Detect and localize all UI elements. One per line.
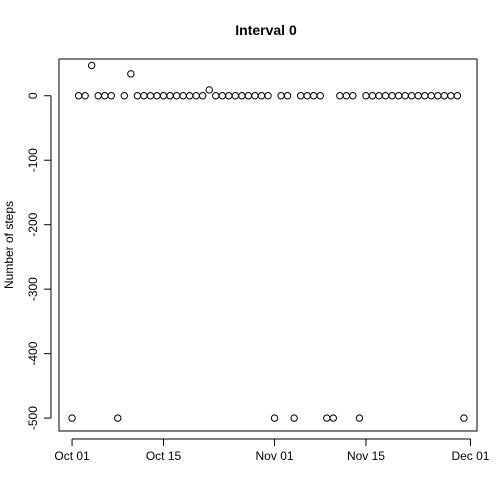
data-point — [290, 414, 298, 422]
data-point — [310, 92, 318, 100]
data-point — [133, 92, 142, 100]
y-tick-label: -200 — [26, 212, 40, 236]
data-point — [368, 92, 377, 100]
data-point — [349, 92, 357, 100]
data-point — [179, 92, 187, 100]
data-point — [218, 92, 226, 100]
data-point — [87, 61, 96, 70]
data-point — [323, 414, 331, 422]
data-point — [74, 92, 83, 100]
data-point — [375, 92, 383, 100]
data-point — [244, 92, 253, 100]
data-point — [140, 92, 148, 100]
y-tick-label: -500 — [26, 406, 40, 430]
data-point — [316, 92, 324, 100]
data-point — [225, 92, 233, 100]
data-point — [81, 92, 89, 100]
data-point — [205, 86, 213, 94]
data-point — [120, 92, 129, 100]
data-point — [329, 414, 338, 422]
data-point — [270, 414, 279, 422]
data-point — [192, 92, 200, 100]
data-point — [414, 92, 422, 100]
data-point — [447, 92, 455, 100]
data-point — [238, 92, 246, 100]
data-point — [212, 92, 220, 100]
data-point — [460, 414, 468, 422]
x-axis: Oct 01 Oct 15 Nov 01 Nov 15 Dec 01 — [54, 438, 490, 463]
x-tick-label: Nov 15 — [347, 449, 385, 463]
data-point — [394, 92, 403, 100]
data-points — [68, 61, 468, 422]
y-tick-label: -300 — [26, 277, 40, 301]
y-tick-label: -400 — [26, 341, 40, 365]
data-point — [407, 92, 416, 100]
y-tick-label: 0 — [26, 92, 40, 99]
data-point — [166, 92, 174, 100]
data-point — [381, 92, 390, 100]
data-point — [251, 92, 259, 100]
data-point — [355, 414, 364, 422]
data-point — [153, 92, 161, 100]
chart-title: Interval 0 — [235, 22, 297, 38]
data-point — [172, 92, 181, 100]
y-tick-label: -100 — [26, 148, 40, 172]
x-tick-label: Dec 01 — [451, 449, 489, 463]
data-point — [127, 70, 135, 78]
data-point — [94, 92, 102, 100]
x-tick-label: Nov 01 — [256, 449, 294, 463]
data-point — [159, 92, 168, 100]
data-point — [107, 92, 115, 100]
data-point — [231, 92, 240, 100]
data-point — [296, 92, 305, 100]
data-point — [453, 92, 462, 100]
data-point — [257, 92, 266, 100]
data-point — [421, 92, 429, 100]
data-point — [264, 92, 272, 100]
data-point — [336, 92, 344, 100]
data-point — [427, 92, 435, 100]
data-point — [388, 92, 396, 100]
data-point — [101, 92, 109, 100]
y-axis: 0 -100 -200 -300 -400 -500 — [26, 92, 52, 430]
y-axis-label: Number of steps — [2, 201, 16, 289]
data-point — [362, 92, 370, 100]
x-tick-label: Oct 15 — [146, 449, 182, 463]
data-point — [303, 92, 311, 100]
data-point — [146, 92, 155, 100]
data-point — [434, 92, 442, 100]
data-point — [283, 92, 292, 100]
data-point — [198, 92, 207, 100]
data-point — [277, 92, 285, 100]
plot-frame — [58, 58, 478, 432]
data-point — [114, 414, 122, 422]
data-point — [68, 414, 76, 422]
data-point — [342, 92, 351, 100]
data-point — [185, 92, 194, 100]
data-point — [440, 92, 449, 100]
data-point — [401, 92, 409, 100]
x-tick-label: Oct 01 — [54, 449, 90, 463]
